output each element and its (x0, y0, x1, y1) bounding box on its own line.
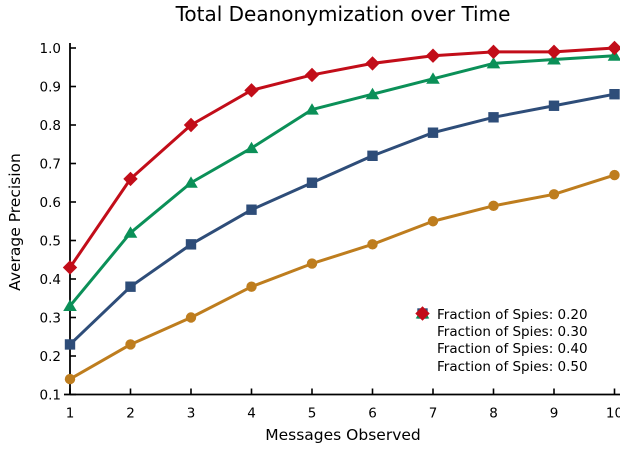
y-tick-label: 0.5 (40, 233, 61, 249)
diamond-marker-icon (486, 44, 501, 60)
square-marker-icon (609, 89, 620, 100)
diamond-marker-icon (607, 40, 620, 56)
square-marker-icon (246, 204, 257, 215)
x-tick-label: 8 (489, 406, 498, 422)
y-tick-label: 0.6 (40, 195, 61, 211)
y-tick-label: 0.3 (40, 310, 61, 326)
square-marker-icon (488, 112, 499, 123)
circle-marker-icon (609, 169, 620, 181)
circle-marker-icon (125, 339, 136, 350)
diamond-marker-icon (183, 117, 199, 133)
legend-item: Fraction of Spies: 0.40 (414, 307, 588, 358)
x-tick-label: 1 (66, 406, 75, 422)
legend-label: Fraction of Spies: 0.30 (437, 324, 588, 341)
x-axis-label: Messages Observed (265, 426, 421, 444)
circle-marker-icon (306, 258, 318, 269)
chart-title: Total Deanonymization over Time (175, 2, 511, 26)
legend-item: Fraction of Spies: 0.20 (414, 306, 588, 323)
circle-marker-icon (548, 189, 560, 200)
triangle-marker-icon (486, 57, 501, 69)
triangle-marker-icon (123, 226, 138, 238)
circle-marker-icon (488, 200, 499, 212)
square-marker-icon (427, 127, 439, 138)
circle-marker-icon (427, 216, 439, 227)
diamond-marker-icon (244, 83, 259, 98)
triangle-marker-icon (365, 87, 380, 100)
circle-marker-icon (64, 373, 76, 385)
diamond-marker-icon (123, 171, 138, 187)
legend-item: Fraction of Spies: 0.50 (414, 306, 588, 375)
diamond-marker-icon (546, 44, 562, 60)
legend-label: Fraction of Spies: 0.50 (437, 358, 588, 375)
x-tick-label: 4 (247, 406, 256, 422)
y-tick-label: 0.8 (40, 118, 61, 134)
triangle-marker-icon (426, 72, 440, 84)
series-line (68, 173, 616, 381)
x-tick-label: 6 (368, 406, 377, 422)
x-tick-label: 3 (187, 406, 196, 422)
triangle-marker-icon (607, 49, 620, 61)
diamond-marker-icon (365, 56, 380, 71)
x-tick-label: 2 (126, 406, 135, 422)
square-marker-icon (185, 239, 197, 250)
y-tick-label: 0.9 (40, 79, 61, 95)
x-tick-label: 7 (429, 406, 438, 422)
legend-item: Fraction of Spies: 0.30 (414, 308, 588, 341)
diamond-marker-icon (415, 306, 430, 321)
y-axis-label: Average Precision (6, 153, 24, 291)
diamond-marker-icon (304, 67, 320, 83)
y-tick-label: 0.1 (40, 387, 61, 403)
x-tick-label: 10 (606, 406, 620, 422)
series-line (68, 54, 616, 308)
x-tick-label: 9 (550, 406, 559, 422)
square-marker-icon (548, 100, 560, 111)
legend: Fraction of Spies: 0.20 Fraction of Spies… (414, 306, 588, 376)
triangle-marker-icon (244, 141, 259, 154)
circle-marker-icon (367, 239, 378, 250)
triangle-marker-icon (63, 299, 77, 311)
square-marker-icon (64, 339, 76, 350)
legend-label: Fraction of Spies: 0.20 (437, 306, 588, 323)
square-marker-icon (367, 150, 378, 161)
square-marker-icon (125, 281, 136, 292)
y-tick-label: 1.0 (40, 41, 61, 57)
y-tick-label: 0.2 (40, 349, 61, 365)
x-tick-label: 5 (308, 406, 317, 422)
triangle-marker-icon (305, 103, 319, 115)
series-line (68, 46, 616, 269)
legend-label: Fraction of Spies: 0.40 (437, 341, 588, 358)
series-line (68, 92, 616, 346)
diamond-marker-icon (425, 48, 441, 63)
triangle-marker-icon (184, 176, 198, 188)
y-tick-label: 0.4 (40, 272, 61, 288)
circle-marker-icon (246, 281, 257, 292)
diamond-marker-icon (415, 306, 430, 321)
circle-marker-icon (185, 312, 197, 323)
y-tick-label: 0.7 (40, 156, 61, 172)
square-marker-icon (306, 177, 318, 188)
diamond-marker-icon (62, 260, 78, 275)
